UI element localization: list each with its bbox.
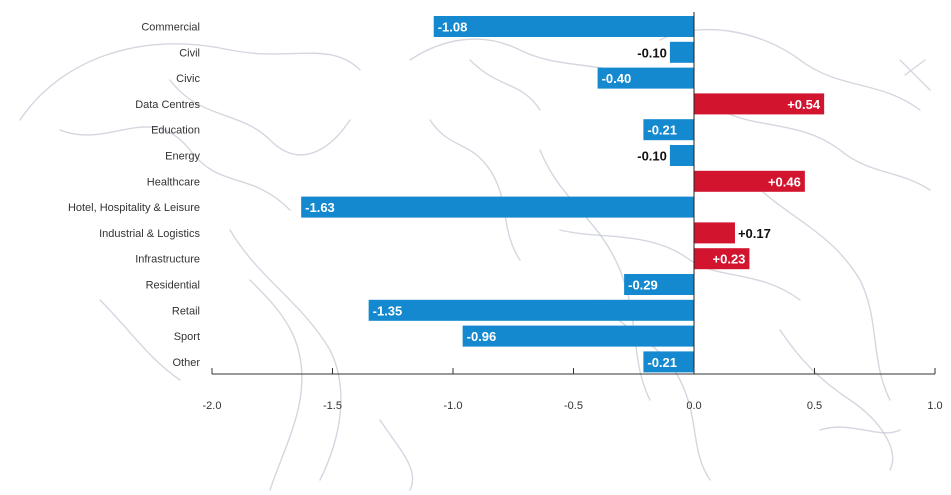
- bar-retail: [368, 299, 694, 321]
- value-label: +0.46: [768, 174, 801, 189]
- category-labels: Commercial Civil Civic Data Centres Educatio…: [68, 22, 201, 369]
- x-tick-label: 0.0: [686, 400, 701, 412]
- world-map-background: [19, 28, 931, 491]
- value-label: -0.29: [628, 278, 658, 293]
- value-label: +0.17: [738, 226, 771, 241]
- value-label: -0.96: [467, 329, 497, 344]
- bar-infrastructure: [694, 248, 750, 270]
- category-label: Sport: [174, 331, 200, 343]
- x-axis: -2.0 -1.5 -1.0 -0.5 0.0 0.5 1.0: [203, 12, 943, 412]
- x-tick-label: -0.5: [564, 400, 583, 412]
- x-tick-label: -1.5: [323, 400, 342, 412]
- category-label: Retail: [172, 305, 200, 317]
- bar-education: [643, 119, 694, 141]
- value-label: -0.40: [602, 71, 632, 86]
- bars-layer: [301, 16, 825, 373]
- category-label: Commercial: [141, 22, 200, 34]
- value-label: -0.10: [637, 45, 667, 60]
- value-label: -1.08: [438, 20, 468, 35]
- category-label: Residential: [146, 280, 200, 292]
- value-label: +0.54: [787, 97, 821, 112]
- bar-sport: [462, 325, 694, 347]
- value-label: -0.21: [647, 355, 677, 370]
- bar-residential: [624, 274, 694, 295]
- bar-other: [643, 351, 694, 373]
- x-tick-label: -2.0: [203, 400, 222, 412]
- category-label: Energy: [165, 151, 200, 163]
- bar-hotel-hospitality-leisure: [301, 196, 694, 218]
- category-label: Healthcare: [147, 176, 200, 188]
- x-tick-label: 0.5: [807, 400, 822, 412]
- bar-energy: [669, 145, 694, 166]
- category-label: Other: [172, 357, 200, 369]
- x-tick-label: 1.0: [927, 400, 942, 412]
- category-label: Infrastructure: [135, 254, 200, 266]
- value-label: +0.23: [713, 252, 746, 267]
- value-label: -1.63: [305, 200, 335, 215]
- value-label: -1.35: [373, 303, 403, 318]
- category-label: Civic: [176, 73, 200, 85]
- value-label: -0.10: [637, 149, 667, 164]
- category-label: Civil: [179, 47, 200, 59]
- bar-healthcare: [694, 170, 805, 192]
- bar-civil: [669, 41, 694, 63]
- category-label: Hotel, Hospitality & Leisure: [68, 202, 200, 214]
- bar-industrial-logistics: [694, 222, 735, 244]
- value-label: -0.21: [647, 123, 677, 138]
- category-label: Data Centres: [135, 99, 200, 111]
- bar-commercial: [433, 16, 694, 37]
- value-labels: -1.08 -0.10 -0.40 +0.54 -0.21 -0.10 +0.46 -1.63…: [305, 20, 821, 370]
- bar-data-centres: [694, 93, 825, 115]
- category-label: Industrial & Logistics: [99, 228, 200, 240]
- x-tick-label: -1.0: [444, 400, 463, 412]
- category-label: Education: [151, 125, 200, 137]
- bar-civic: [597, 67, 694, 89]
